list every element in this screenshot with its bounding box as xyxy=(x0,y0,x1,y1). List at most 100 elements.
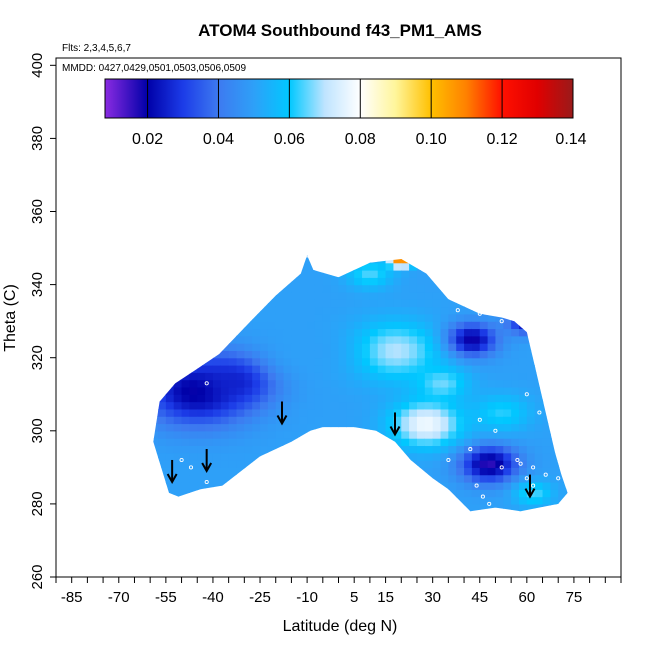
field-cell xyxy=(456,379,465,388)
field-cell xyxy=(354,269,363,278)
field-cell xyxy=(189,452,198,461)
field-cell xyxy=(385,350,395,359)
field-cell xyxy=(471,408,481,417)
field-cell xyxy=(236,416,245,425)
field-cell xyxy=(511,357,520,366)
field-cell xyxy=(236,372,245,381)
field-cell xyxy=(440,394,449,403)
field-cell xyxy=(252,394,261,403)
dates-note: MMDD: 0427,0429,0501,0503,0506,0509 xyxy=(62,63,246,74)
field-cell xyxy=(503,350,512,359)
field-cell xyxy=(362,357,371,366)
field-cell xyxy=(362,423,371,432)
field-cell xyxy=(314,394,324,403)
field-cell xyxy=(448,321,457,330)
field-cell xyxy=(299,430,308,439)
field-cell xyxy=(369,262,379,271)
field-cell xyxy=(401,401,410,410)
field-cell xyxy=(495,408,504,417)
field-cell xyxy=(267,321,277,330)
field-cell xyxy=(314,416,324,425)
field-cell xyxy=(503,328,512,337)
field-cell xyxy=(354,372,363,381)
field-cell xyxy=(440,328,449,337)
field-cell xyxy=(307,416,316,425)
field-cell xyxy=(440,481,449,490)
field-cell xyxy=(322,365,332,373)
field-cell xyxy=(362,284,371,293)
field-cell xyxy=(314,357,324,366)
field-cell xyxy=(440,423,449,432)
field-cell xyxy=(236,401,245,410)
field-cell xyxy=(314,291,324,300)
colorbar-tick-labels: 0.02 0.04 0.06 0.08 0.10 0.12 0.14 xyxy=(132,131,587,148)
field-cell xyxy=(393,262,402,271)
field-cell xyxy=(362,386,371,395)
field-cell xyxy=(307,372,316,381)
field-cell xyxy=(495,335,504,344)
field-cell xyxy=(511,445,520,454)
field-cell xyxy=(244,438,253,447)
field-cell xyxy=(377,401,387,410)
arrow-marker xyxy=(166,459,178,485)
field-cell xyxy=(432,306,442,315)
field-cell xyxy=(244,430,253,439)
field-cell xyxy=(479,445,489,454)
field-cell xyxy=(338,416,347,425)
field-cell xyxy=(362,350,371,359)
field-cell xyxy=(440,408,449,417)
y-tick-label: 400 xyxy=(29,53,46,78)
field-cell xyxy=(236,328,245,337)
field-cell xyxy=(401,438,410,447)
field-cell xyxy=(424,350,434,359)
field-cell xyxy=(471,496,481,505)
field-cell xyxy=(456,394,465,403)
field-cell xyxy=(393,401,402,410)
field-cell xyxy=(189,474,198,483)
field-cell xyxy=(252,401,261,410)
field-cell xyxy=(338,350,347,359)
field-cell xyxy=(260,401,269,410)
field-cell xyxy=(354,423,363,432)
field-cell xyxy=(456,438,465,447)
field-cell xyxy=(338,306,347,315)
field-cell xyxy=(322,321,332,330)
sample-point xyxy=(179,457,184,463)
field-cell xyxy=(260,408,269,417)
field-cell xyxy=(346,335,355,344)
field-cell xyxy=(534,430,544,439)
field-cell xyxy=(346,408,355,417)
field-cell xyxy=(471,438,481,447)
field-cell xyxy=(456,321,465,330)
field-cell xyxy=(487,313,497,322)
field-cell xyxy=(165,401,175,410)
field-cell xyxy=(252,386,261,395)
field-cell xyxy=(291,299,300,308)
field-cell xyxy=(526,481,536,490)
field-cell xyxy=(471,335,481,344)
field-cell xyxy=(307,408,316,417)
field-cell xyxy=(299,306,308,315)
arrow-marker xyxy=(389,412,401,437)
field-cell xyxy=(205,379,214,388)
field-cell xyxy=(314,321,324,330)
field-cell xyxy=(291,408,300,417)
field-cell xyxy=(385,423,395,432)
field-cell xyxy=(503,423,512,432)
field-cell xyxy=(330,335,340,344)
field-cell xyxy=(440,430,449,439)
field-cell xyxy=(471,379,481,388)
x-tick-label: -40 xyxy=(202,589,224,606)
field-cell xyxy=(181,452,191,461)
field-cell xyxy=(456,489,465,498)
field-cell xyxy=(448,467,457,476)
field-cell xyxy=(158,430,167,439)
field-cell xyxy=(518,489,528,498)
field-cell xyxy=(369,365,379,373)
field-cell xyxy=(479,438,489,447)
field-cell xyxy=(291,328,300,337)
field-cell xyxy=(385,269,395,278)
field-cell xyxy=(369,350,379,359)
field-cell xyxy=(448,313,457,322)
